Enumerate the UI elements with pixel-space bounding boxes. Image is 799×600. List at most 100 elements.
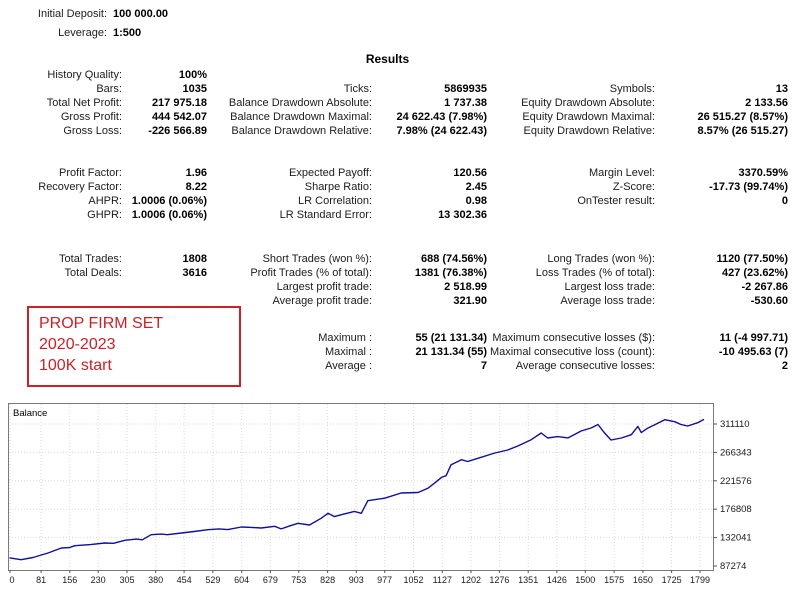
stat-value: 21 131.34 (55) [415,346,487,358]
stat-value: 1 737.38 [444,97,487,109]
stat-value: 688 (74.56%) [420,253,487,265]
chart-title: Balance [13,408,47,419]
stat-label: LR Correlation: [298,195,372,207]
stat-label: Margin Level: [588,167,655,179]
x-tick-label: 1127 [433,575,452,585]
stat-label: Balance Drawdown Relative: [231,125,372,137]
annotation-box: PROP FIRM SET 2020-2023 100K start [27,306,241,387]
x-tick-label: 977 [377,575,392,585]
stat-value: 1120 (77.50%) [716,253,788,265]
stat-value: -530.60 [750,295,788,307]
stat-value: 24 622.43 (7.98%) [396,111,487,123]
stat-value: 8.57% (26 515.27) [697,125,788,137]
stat-label: Expected Payoff: [289,167,372,179]
balance-line [9,418,705,561]
stat-value: 2 [781,360,788,372]
stat-value: 2.45 [465,181,487,193]
stat-label: Total Trades: [59,253,122,265]
stat-label: Ticks: [343,83,372,95]
stat-value: 0.98 [465,195,487,207]
initial-deposit-row: Initial Deposit: 100 000.00 [0,7,168,21]
x-tick-label: 81 [36,575,46,585]
stat-label: Balance Drawdown Absolute: [228,97,372,109]
stat-value [655,208,788,222]
stat-label: Gross Profit: [60,111,122,123]
stat-label: Gross Loss: [63,125,122,137]
stat-value [372,68,487,82]
stat-label: OnTester result: [577,195,655,207]
x-tick-label: 1426 [547,575,567,585]
stat-value: 1.0006 (0.06%) [131,195,207,207]
stat-label: Profit Factor: [59,167,122,179]
leverage-value: 1:500 [113,27,142,39]
stat-value: -2 267.86 [741,281,788,293]
x-tick-label: 1052 [403,575,423,585]
stat-label: Total Deals: [64,267,122,279]
x-tick-label: 1799 [690,575,710,585]
stat-label: GHPR: [87,209,122,221]
x-tick-label: 679 [263,575,278,585]
initial-deposit-label: Initial Deposit: [37,8,107,20]
stat-label: Long Trades (won %): [547,253,655,265]
stat-value [122,280,207,294]
stat-value: 7.98% (24 622.43) [396,125,487,137]
stat-label: Equity Drawdown Relative: [523,125,655,137]
x-tick-label: 380 [148,575,163,585]
stat-label: Average consecutive losses: [515,360,655,372]
x-tick-label: 305 [119,575,134,585]
stat-value: 55 (21 131.34) [415,332,487,344]
stat-value: 1.96 [185,167,207,179]
stat-label: Symbols: [609,83,655,95]
stat-value [655,68,788,82]
stat-label: Largest profit trade: [276,281,372,293]
stat-value: -10 495.63 (7) [718,346,788,358]
x-tick-label: 529 [205,575,220,585]
stat-value: 1381 (76.38%) [414,267,487,279]
x-tick-label: 0 [9,575,14,585]
x-tick-label: 156 [62,575,77,585]
x-tick-label: 903 [349,575,364,585]
stat-value: 1808 [182,253,207,265]
stat-value: 120.56 [453,167,487,179]
annotation-line-3: 100K start [39,357,112,374]
stat-label: Maximum consecutive losses ($): [492,332,655,344]
stat-value: 3370.59% [738,167,788,179]
stat-value: -226 566.89 [148,125,207,137]
x-tick-label: 1202 [461,575,481,585]
stat-label: Maximum : [318,332,372,344]
balance-chart[interactable]: 0 81 156 230 305 380 454 529 604 679 753 828 903 977 1… [8,403,799,600]
stat-value: 13 [775,83,788,95]
stat-value: 13 302.36 [438,209,487,221]
stat-label: Recovery Factor: [38,181,122,193]
x-tick-label: 230 [91,575,106,585]
stat-value: 8.22 [185,181,207,193]
stat-value: 1.0006 (0.06%) [131,209,207,221]
stat-label: Maximal : [324,346,372,358]
stat-label: Average loss trade: [560,295,655,307]
stat-label: Equity Drawdown Maximal: [522,111,655,123]
stat-label: Bars: [96,83,122,95]
stat-label: Sharpe Ratio: [304,181,372,193]
stats-block-3: Total Trades: 1808 Short Trades (won %): 68… [0,252,788,308]
leverage-label: Leverage: [58,27,107,39]
x-tick-label: 604 [234,575,249,585]
x-tick-label: 454 [177,575,192,585]
stat-label: Average profit trade: [272,295,372,307]
y-tick-label: 266343 [720,447,752,458]
stat-label: Maximal consecutive loss (count): [489,346,655,358]
initial-deposit-value: 100 000.00 [113,8,169,20]
y-tick-label: 87274 [720,561,746,572]
stat-value: 7 [480,360,487,372]
stat-value: 11 (-4 997.71) [719,332,789,344]
results-title: Results [365,52,410,66]
x-tick-label: 828 [320,575,335,585]
stat-label: Loss Trades (% of total): [535,267,655,279]
stat-value: -17.73 (99.74%) [709,181,788,193]
stats-block-4: Maximum : 55 (21 131.34) Maximum consecuti… [0,331,788,373]
stat-label: Total Net Profit: [46,97,122,109]
stat-label: Balance Drawdown Maximal: [230,111,372,123]
stat-label [207,68,372,82]
stats-block-2: Profit Factor: 1.96 Expected Payoff: 120.56… [0,166,788,222]
x-tick-label: 1725 [662,575,682,585]
